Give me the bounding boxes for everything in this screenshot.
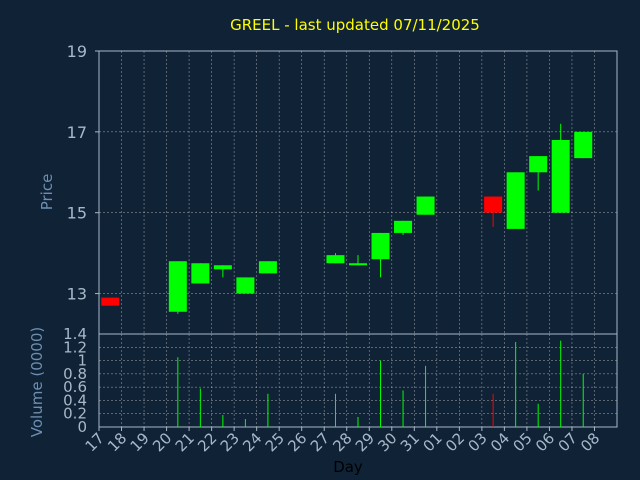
candle-body <box>529 156 548 173</box>
candle-body <box>191 263 210 284</box>
volume-frame <box>98 333 618 428</box>
price-tick-label: 15 <box>67 204 87 223</box>
candle-body <box>574 131 593 159</box>
chart-title: GREEL - last updated 07/11/2025 <box>230 16 480 34</box>
candle <box>484 196 503 227</box>
candle <box>416 196 435 215</box>
candle <box>574 131 593 159</box>
candle-body <box>551 139 570 213</box>
candle-body <box>236 277 255 294</box>
candle-body <box>348 263 368 266</box>
candle <box>371 232 390 278</box>
price-y-ticks: 13 15 17 19 <box>67 42 99 304</box>
candle-body <box>258 261 277 274</box>
candle <box>258 261 277 274</box>
volume-plot-border <box>98 333 618 428</box>
candle-body <box>213 265 232 270</box>
volume-tick-label: 0.4 <box>63 391 87 409</box>
price-grid <box>99 50 618 334</box>
candle <box>101 297 120 306</box>
day-x-ticks: 1718192021222324252627282930310102030405… <box>82 427 603 455</box>
volume-grid <box>99 333 618 428</box>
volume-tick-label: 0.2 <box>63 405 87 423</box>
candle <box>394 220 413 235</box>
candle <box>326 253 345 264</box>
volume-series <box>177 340 584 427</box>
candlestick-series <box>101 123 593 314</box>
candle-body <box>506 172 525 229</box>
candle <box>506 172 525 229</box>
candle <box>529 156 548 191</box>
candle-body <box>394 220 413 233</box>
volume-axis-label: Volume (0000) <box>28 327 46 437</box>
volume-tick-label: 0 <box>77 418 87 436</box>
candle-body <box>416 196 435 215</box>
candle-body <box>326 255 345 264</box>
candle <box>551 123 570 213</box>
candle <box>213 265 232 278</box>
day-axis-label: Day <box>333 458 363 476</box>
price-tick-label: 19 <box>67 42 87 61</box>
candle-body <box>484 196 503 213</box>
volume-tick-label: 1.4 <box>63 325 87 343</box>
candle <box>168 261 187 314</box>
day-tick-label: 08 <box>577 429 603 455</box>
candle <box>236 277 255 294</box>
volume-tick-label: 0.6 <box>63 378 87 396</box>
volume-tick-label: 1.2 <box>63 338 87 356</box>
volume-y-ticks: 00.20.40.60.811.21.4 <box>63 325 87 436</box>
price-tick-label: 13 <box>67 285 87 304</box>
price-tick-label: 17 <box>67 123 87 142</box>
volume-tick-label: 1 <box>77 352 87 370</box>
volume-tick-label: 0.8 <box>63 365 87 383</box>
price-axis-label: Price <box>38 174 56 211</box>
candle <box>191 263 210 284</box>
candle <box>348 255 368 266</box>
candle-body <box>101 297 120 306</box>
candle-body <box>168 261 187 312</box>
candle-body <box>371 232 390 260</box>
